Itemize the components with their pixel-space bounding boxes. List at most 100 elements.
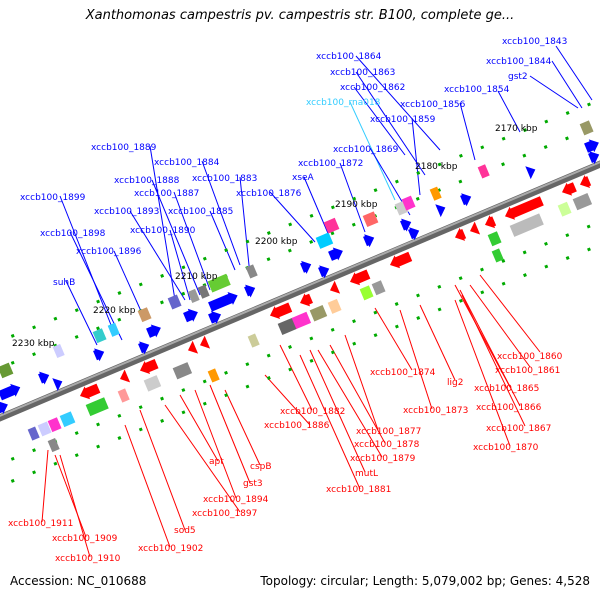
kbp-tick: 2180 kbp	[415, 162, 458, 172]
forward-gene-arrow	[244, 284, 256, 298]
reverse-gene-arrow	[270, 302, 293, 320]
forward-gene-arrow	[146, 324, 161, 338]
cog-box	[167, 294, 182, 310]
gene-label: xccb100_1873	[403, 406, 468, 416]
cog-box	[572, 193, 593, 211]
top-gene-labels: xccb100_1843 xccb100_1844 gst2 xccb100_1…	[20, 37, 567, 288]
gene-label: gst2	[508, 72, 528, 82]
forward-gene-arrow	[138, 341, 150, 355]
gene-label: xccb100_1881	[326, 485, 391, 495]
reverse-gene-arrow	[350, 269, 371, 286]
reverse-gene-arrow	[188, 340, 199, 354]
cog-box	[557, 201, 572, 217]
forward-gene-arrow	[300, 260, 312, 274]
forward-gene-arrow	[400, 218, 412, 232]
cog-box	[143, 375, 162, 392]
forward-gene-arrow	[0, 383, 21, 401]
gene-label: mutL	[355, 469, 378, 479]
cog-box	[315, 232, 334, 249]
genome-backbone	[0, 160, 600, 422]
cog-box	[92, 328, 107, 344]
forward-gene-arrow	[52, 378, 63, 391]
gene-label: cspB	[250, 462, 272, 472]
forward-gene-arrow	[183, 308, 198, 323]
cog-box	[309, 304, 328, 322]
kbp-tick: 2210 kbp	[175, 272, 218, 282]
kbp-tick: 2190 kbp	[335, 200, 378, 210]
forward-gene-arrow	[435, 204, 446, 218]
gene-label: xccb100_1889	[91, 143, 157, 153]
map-title: Xanthomonas campestris pv. campestris st…	[85, 8, 515, 23]
gene-label: xccb100_1870	[473, 443, 539, 453]
cog-box	[137, 307, 152, 323]
kbp-tick: 2200 kbp	[255, 237, 298, 247]
forward-gene-arrow	[208, 311, 222, 324]
kbp-ticks: 2170 kbp 2180 kbp 2190 kbp 2200 kbp 2210…	[12, 124, 538, 349]
gene-label: apt	[209, 457, 224, 467]
gene-label: xccb100_1879	[350, 454, 416, 464]
reverse-gene-arrow	[485, 215, 497, 229]
cog-box	[47, 438, 60, 453]
gene-label: xccb100_1910	[55, 554, 121, 564]
gene-label: xccb100_1876	[236, 189, 302, 199]
cog-box	[359, 285, 374, 301]
cog-box	[247, 333, 260, 348]
forward-gene-arrow	[318, 265, 330, 279]
gene-label: xccb100_1844	[486, 57, 552, 67]
reverse-gene-arrow	[80, 383, 101, 400]
forward-gene-arrow	[588, 151, 600, 165]
cog-box	[323, 217, 340, 234]
forward-gene-arrow	[363, 234, 375, 248]
gene-label: xccb100_1902	[138, 544, 203, 554]
bottom-gene-labels: xccb100_1860 xccb100_1861 xccb100_1874 l…	[8, 352, 563, 564]
top-leader-lines	[59, 45, 593, 346]
cog-box	[429, 186, 442, 201]
gene-label: xccb100_1897	[192, 509, 257, 519]
forward-strand-features	[0, 139, 600, 415]
gene-label: xccb100_1890	[130, 226, 196, 236]
cog-box	[491, 248, 504, 263]
cog-category-boxes	[0, 120, 594, 453]
cog-box	[85, 397, 109, 417]
cog-box	[579, 120, 594, 136]
reverse-gene-arrow	[140, 358, 159, 374]
gene-label: xccb100_1860	[497, 352, 563, 362]
gene-label: suhB	[53, 278, 75, 288]
cog-box	[245, 264, 258, 279]
cog-box	[291, 311, 312, 330]
gene-label: xccb100_1896	[76, 247, 142, 257]
forward-gene-arrow	[0, 401, 8, 415]
gene-label: xccb100_1872	[298, 159, 363, 169]
gene-label: xccb100_1856	[400, 100, 466, 110]
gene-label: xccb100_1864	[316, 52, 382, 62]
cog-box	[477, 164, 490, 179]
forward-gene-arrow	[93, 348, 105, 362]
cog-box	[277, 317, 298, 335]
cog-box	[117, 388, 130, 403]
cog-box	[362, 211, 379, 228]
forward-gene-arrow	[525, 166, 536, 180]
reverse-strand-features	[80, 175, 592, 400]
cog-box	[327, 298, 342, 314]
reverse-gene-arrow	[300, 293, 313, 307]
gene-label: xccb100_1877	[356, 427, 421, 437]
cog-box	[401, 195, 416, 211]
forward-gene-arrow	[408, 227, 420, 241]
gene-label: xccb100_1854	[444, 85, 510, 95]
gene-label: xccb100_1869	[333, 145, 399, 155]
gene-label: xseA	[292, 173, 315, 183]
cog-box	[47, 417, 62, 433]
gene-label: xccb100_1859	[370, 115, 436, 125]
cog-box	[487, 231, 502, 247]
gene-label: xccb100_1899	[20, 193, 86, 203]
reverse-gene-arrow	[120, 369, 131, 383]
cog-box	[52, 343, 65, 359]
gene-label: xccb100_1867	[486, 424, 551, 434]
forward-gene-arrow	[208, 292, 238, 312]
gene-label: xccb100_1883	[192, 174, 257, 184]
reverse-gene-arrow	[330, 280, 341, 294]
bottom-leader-lines	[41, 274, 541, 558]
gene-label: xccb100_1863	[330, 68, 395, 78]
